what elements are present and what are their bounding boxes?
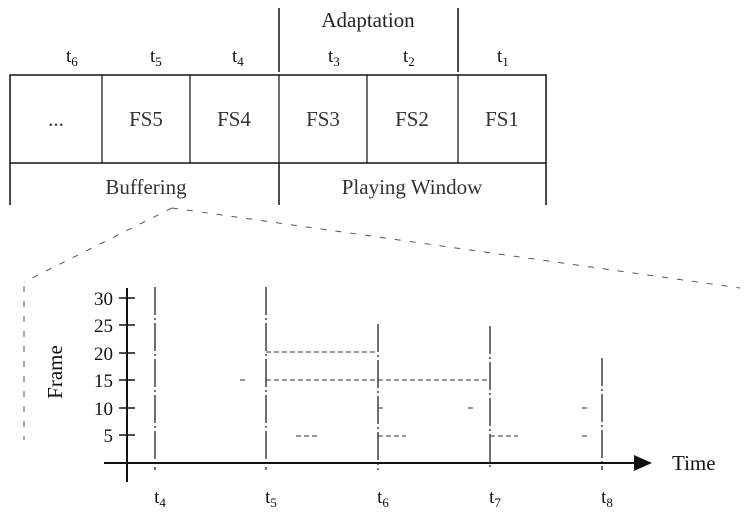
time-label-t6: t6 xyxy=(66,46,78,69)
zoom-line-left xyxy=(23,207,173,283)
y-tick-label: 15 xyxy=(94,371,113,392)
level-lines xyxy=(240,351,588,437)
zoom-indicator xyxy=(23,207,741,440)
y-axis-label: Frame xyxy=(43,345,67,399)
cell-fs5: FS5 xyxy=(129,107,163,131)
time-label-t3: t3 xyxy=(328,46,340,69)
x-tick-labels: t4 t5 t6 t7 t8 xyxy=(154,487,613,510)
zoom-line-right xyxy=(171,207,741,289)
x-tick-label-t4: t4 xyxy=(154,487,166,510)
buffering-label: Buffering xyxy=(105,175,187,199)
y-tick-label: 10 xyxy=(94,399,113,420)
time-label-t5: t5 xyxy=(150,46,162,69)
cell-fs1: FS1 xyxy=(485,107,519,131)
y-tick-label: 25 xyxy=(94,316,113,337)
y-ticks xyxy=(119,297,135,436)
cell-fs4: FS4 xyxy=(217,107,251,131)
playing-window-label: Playing Window xyxy=(342,175,483,199)
buffer-diagram: Adaptation t6 t5 t4 t3 t2 t1 ... FS5 FS4… xyxy=(9,8,547,205)
cell-ellipsis: ... xyxy=(48,107,64,131)
cell-fs3: FS3 xyxy=(306,107,340,131)
adaptation-label: Adaptation xyxy=(321,8,415,32)
time-label-t1: t1 xyxy=(497,46,509,69)
time-label-t2: t2 xyxy=(403,46,415,69)
y-tick-labels: 5 10 15 20 25 30 xyxy=(94,289,113,447)
time-label-t4: t4 xyxy=(232,46,244,69)
cell-fs2: FS2 xyxy=(395,107,429,131)
y-tick-label: 30 xyxy=(94,289,113,310)
frame-set-row xyxy=(9,74,547,164)
x-tick-label-t5: t5 xyxy=(265,487,277,510)
x-axis-arrow-icon xyxy=(634,455,652,471)
x-axis-label: Time xyxy=(672,451,716,475)
frame-time-plot: Frame Time 5 10 15 20 25 30 xyxy=(43,287,716,510)
frame-set-cells: ... FS5 FS4 FS3 FS2 FS1 xyxy=(48,107,519,131)
top-time-labels: t6 t5 t4 t3 t2 t1 xyxy=(66,46,509,69)
y-tick-label: 20 xyxy=(94,344,113,365)
x-tick-label-t7: t7 xyxy=(489,487,501,510)
time-markers xyxy=(154,287,603,470)
x-tick-label-t8: t8 xyxy=(601,487,613,510)
x-tick-label-t6: t6 xyxy=(377,487,389,510)
y-tick-label: 5 xyxy=(104,426,114,447)
